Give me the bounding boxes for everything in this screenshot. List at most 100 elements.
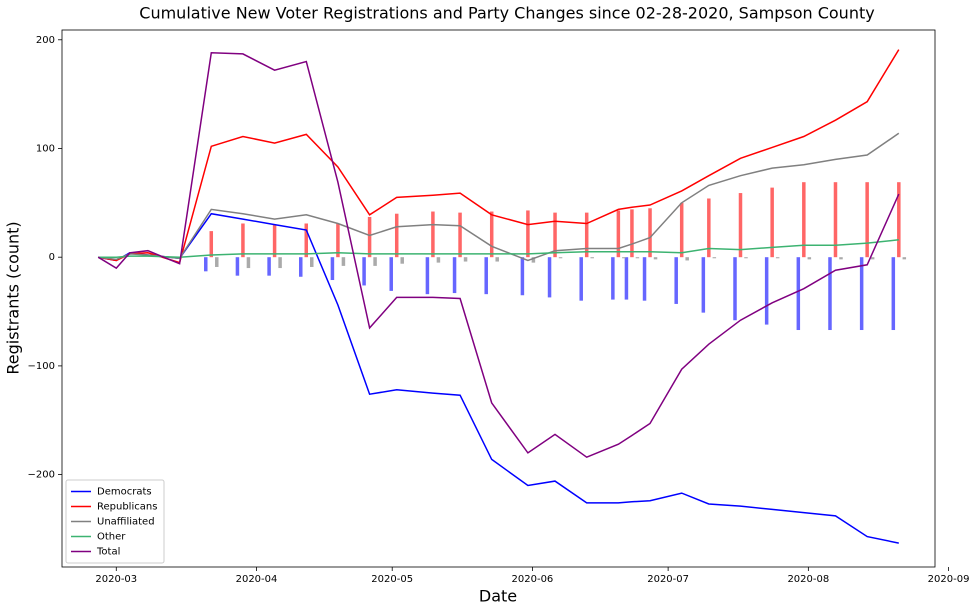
bar [685,257,689,261]
bar [267,257,271,276]
bar [310,257,314,267]
bar [648,208,652,258]
bar [802,182,806,258]
bar [341,257,346,266]
x-tick-label: 2020-03 [95,574,137,585]
bar [733,257,737,321]
bar [367,216,372,258]
bar [891,257,896,331]
bar [579,257,583,301]
bar [897,182,901,258]
legend-label: Democrats [97,487,152,498]
y-tick-label: 200 [36,35,55,46]
bar [679,202,684,258]
bar [701,257,706,313]
plot-frame [61,29,936,568]
x-axis-label: Date [479,587,517,606]
bar [839,257,843,260]
bar [394,213,399,258]
bar [902,257,907,260]
bar [436,257,441,263]
bar [400,257,404,264]
bar [590,257,594,259]
bar [235,257,240,276]
x-tick-label: 2020-06 [512,574,554,585]
bar [865,182,869,258]
bar [558,257,563,259]
bar [484,257,488,295]
bar [859,257,864,331]
bar [744,257,748,259]
bar [209,231,214,258]
bar [547,257,552,298]
bar [452,257,457,294]
legend-label: Other [97,532,126,543]
legend: Democrats Republicans Unaffiliated Other Tot… [65,479,165,564]
bar [431,211,435,258]
bar [241,223,245,258]
chart-title: Cumulative New Voter Registrations and P… [139,4,874,23]
legend-box [65,479,165,564]
bar [204,257,208,272]
bar [463,257,468,262]
bar [389,257,393,291]
x-tick-label: 2020-04 [236,574,278,585]
bar [304,223,309,258]
legend-label: Republicans [97,502,157,513]
bar [336,223,340,258]
bar [764,257,769,325]
y-axis-label: Registrants (count) [4,221,23,374]
x-tick-label: 2020-05 [371,574,413,585]
x-tick-label: 2020-09 [928,574,970,585]
y-tick-label: 0 [49,252,55,263]
bar [642,257,647,301]
bar [520,257,525,296]
bar [624,257,629,300]
line [98,212,899,544]
bar [584,212,589,258]
bar [373,257,377,266]
x-tick-label: 2020-07 [647,574,689,585]
bar [775,257,780,259]
y-tick-label: −100 [28,361,55,372]
bar [362,257,366,286]
bar [635,257,640,259]
line [97,52,900,459]
legend-label: Unaffiliated [97,517,155,528]
y-tick-label: 100 [36,143,55,154]
bar [526,210,530,258]
bar [495,257,499,262]
line [98,132,900,262]
bar [622,257,626,259]
bar [489,211,494,258]
x-tick-label: 2020-08 [787,574,829,585]
bar [870,257,875,260]
bar [458,212,462,258]
bar [712,257,717,259]
bar [653,257,658,260]
bar [553,212,557,258]
bar [299,257,303,277]
legend-label: Total [96,547,120,558]
bar [796,257,801,331]
bar [215,257,219,267]
bar [425,257,430,295]
bar [738,193,743,258]
bar [611,257,615,300]
bar [674,257,678,304]
line [98,239,899,258]
bar [630,209,634,258]
bar [770,187,774,258]
y-tick-label: −200 [28,470,55,481]
bar [833,182,838,258]
bar [707,198,711,258]
bar [531,257,536,263]
bar [828,257,832,331]
bar [278,257,282,269]
bar [246,257,251,269]
bar [616,210,621,258]
bar [330,257,335,281]
line [98,49,900,264]
bar [807,257,812,260]
